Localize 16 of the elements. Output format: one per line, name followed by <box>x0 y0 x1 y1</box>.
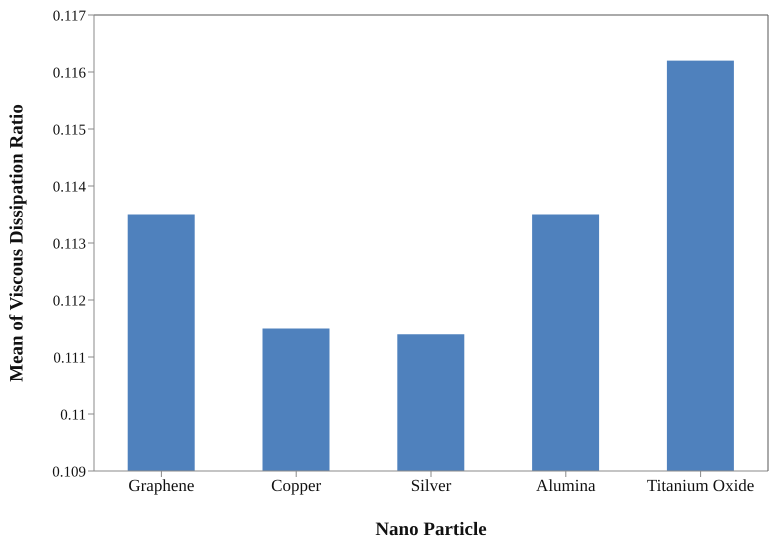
x-tick-label: Graphene <box>128 476 194 496</box>
y-tick-label: 0.109 <box>52 464 86 480</box>
x-tick-label: Silver <box>410 476 452 496</box>
y-tick-label: 0.114 <box>52 179 86 196</box>
y-tick-label: 0.11 <box>60 407 86 424</box>
y-tick-label: 0.113 <box>52 236 86 252</box>
y-axis-title: Mean of Viscous Dissipation Ratio <box>6 104 28 382</box>
x-tick-label: Titanium Oxide <box>646 476 754 496</box>
y-tick-label: 0.117 <box>52 8 86 24</box>
x-axis-title: Nano Particle <box>375 519 487 540</box>
x-tick-label: Copper <box>271 476 322 496</box>
x-tick-label: Alumina <box>536 476 596 496</box>
y-tick-label: 0.112 <box>52 293 86 310</box>
y-tick-label: 0.116 <box>52 65 86 82</box>
y-tick-label: 0.111 <box>53 350 86 366</box>
y-tick-label: 0.115 <box>52 122 86 138</box>
